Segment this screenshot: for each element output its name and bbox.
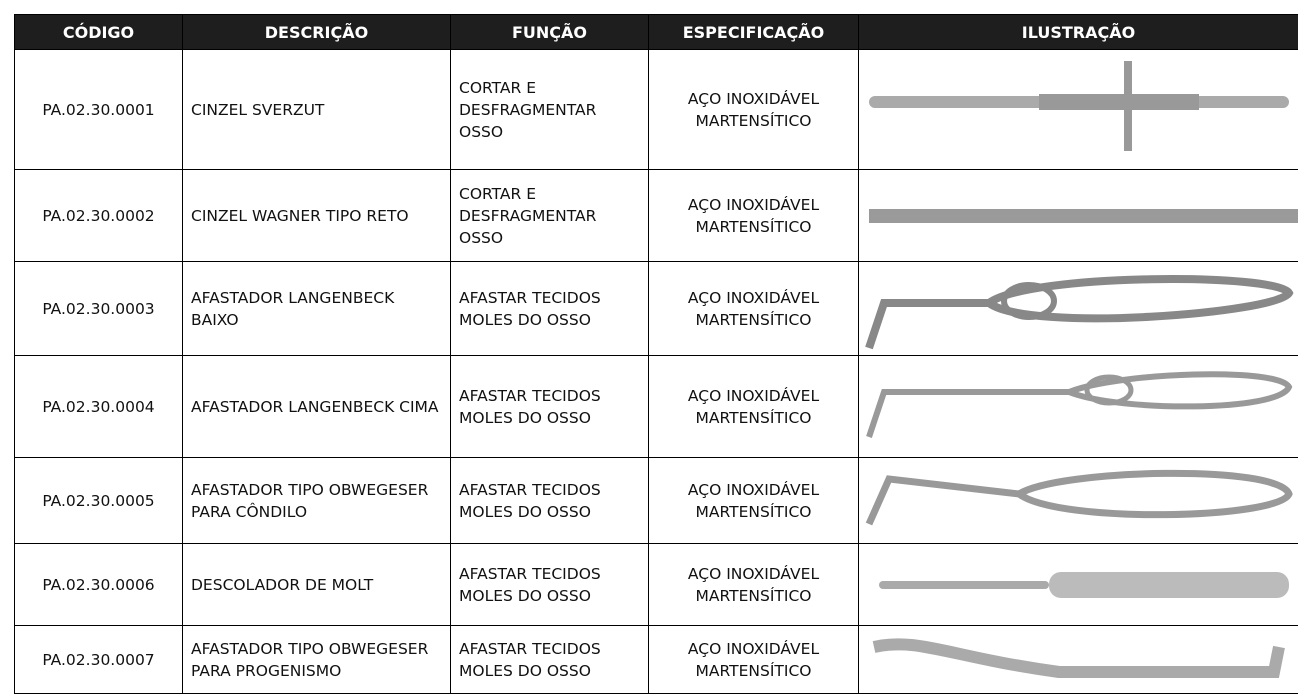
illustration-cell <box>858 543 1298 626</box>
table-cell: CINZEL WAGNER TIPO RETO <box>182 169 451 262</box>
table-cell: PA.02.30.0004 <box>14 355 183 458</box>
table-row: PA.02.30.0001 CINZEL SVERZUT CORTAR E DESF… <box>14 49 1298 170</box>
header-cell: DESCRIÇÃO <box>182 14 451 50</box>
table-cell: PA.02.30.0006 <box>14 543 183 626</box>
table-cell: PA.02.30.0001 <box>14 49 183 170</box>
table-row: PA.02.30.0007 AFASTADOR TIPO OBWEGESER PA… <box>14 625 1298 694</box>
table-cell: AÇO INOXIDÁVEL MARTENSÍTICO <box>648 457 859 544</box>
table-row: PA.02.30.0005 AFASTADOR TIPO OBWEGESER PA… <box>14 457 1298 544</box>
table-cell: AÇO INOXIDÁVEL MARTENSÍTICO <box>648 625 859 694</box>
instrument-image <box>872 637 1285 678</box>
table-cell: AÇO INOXIDÁVEL MARTENSÍTICO <box>648 169 859 262</box>
illustration-cell <box>858 457 1298 544</box>
table-row: PA.02.30.0006 DESCOLADOR DE MOLT AFASTAR T… <box>14 543 1298 626</box>
instrument-image <box>865 274 1294 349</box>
instrument-image <box>865 469 1293 525</box>
instrument-image <box>869 60 1289 151</box>
table-cell: AFASTAR TECIDOS MOLES DO OSSO <box>450 355 649 458</box>
header-cell: ESPECIFICAÇÃO <box>648 14 859 50</box>
table-cell: AFASTAR TECIDOS MOLES DO OSSO <box>450 457 649 544</box>
product-table: CÓDIGO DESCRIÇÃO FUNÇÃO ESPECIFICAÇÃO ILUSTR… <box>14 14 1298 694</box>
table-row: PA.02.30.0003 AFASTADOR LANGENBECK BAIXO A… <box>14 261 1298 356</box>
table-cell: PA.02.30.0007 <box>14 625 183 694</box>
table-cell: AÇO INOXIDÁVEL MARTENSÍTICO <box>648 543 859 626</box>
illustration-cell <box>858 169 1298 262</box>
table-cell: AÇO INOXIDÁVEL MARTENSÍTICO <box>648 355 859 458</box>
instrument-image <box>869 208 1298 223</box>
table-cell: PA.02.30.0005 <box>14 457 183 544</box>
table-cell: CORTAR E DESFRAGMENTAR OSSO <box>450 169 649 262</box>
table-cell: AÇO INOXIDÁVEL MARTENSÍTICO <box>648 261 859 356</box>
illustration-cell <box>858 355 1298 458</box>
table-cell: AÇO INOXIDÁVEL MARTENSÍTICO <box>648 49 859 170</box>
table-body: PA.02.30.0001 CINZEL SVERZUT CORTAR E DESF… <box>14 49 1298 694</box>
table-cell: CORTAR E DESFRAGMENTAR OSSO <box>450 49 649 170</box>
table-cell: AFASTADOR LANGENBECK BAIXO <box>182 261 451 356</box>
table-cell: AFASTADOR LANGENBECK CIMA <box>182 355 451 458</box>
table-row: PA.02.30.0002 CINZEL WAGNER TIPO RETO CORT… <box>14 169 1298 262</box>
header-cell: ILUSTRAÇÃO <box>858 14 1298 50</box>
illustration-cell <box>858 625 1298 694</box>
table-row: PA.02.30.0004 AFASTADOR LANGENBECK CIMA AF… <box>14 355 1298 458</box>
table-cell: AFASTAR TECIDOS MOLES DO OSSO <box>450 625 649 694</box>
table-cell: AFASTAR TECIDOS MOLES DO OSSO <box>450 543 649 626</box>
table-cell: PA.02.30.0003 <box>14 261 183 356</box>
table-cell: AFASTADOR TIPO OBWEGESER PARA CÔNDILO <box>182 457 451 544</box>
table-cell: AFASTADOR TIPO OBWEGESER PARA PROGENISMO <box>182 625 451 694</box>
header-cell: FUNÇÃO <box>450 14 649 50</box>
header-row: CÓDIGO DESCRIÇÃO FUNÇÃO ESPECIFICAÇÃO ILUSTR… <box>14 14 1298 50</box>
instrument-image <box>866 370 1293 438</box>
table-cell: CINZEL SVERZUT <box>182 49 451 170</box>
header-cell: CÓDIGO <box>14 14 183 50</box>
table-cell: PA.02.30.0002 <box>14 169 183 262</box>
table-cell: DESCOLADOR DE MOLT <box>182 543 451 626</box>
instrument-image <box>879 571 1289 598</box>
illustration-cell <box>858 49 1298 170</box>
illustration-cell <box>858 261 1298 356</box>
table-cell: AFASTAR TECIDOS MOLES DO OSSO <box>450 261 649 356</box>
